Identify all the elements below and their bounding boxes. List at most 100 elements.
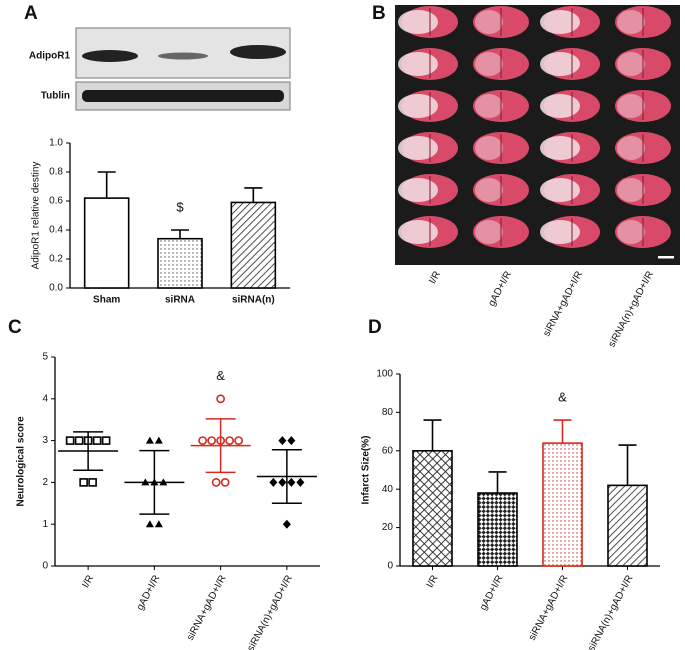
slice-pale: [617, 178, 645, 202]
slice-pale: [398, 94, 438, 118]
slice-pale: [617, 220, 645, 244]
y-tick-label: 5: [42, 352, 48, 363]
point: [88, 478, 97, 487]
point: [65, 436, 75, 445]
slice-pale: [540, 10, 580, 34]
point: [278, 436, 287, 446]
slice-pale: [617, 136, 645, 160]
blot-band: [158, 52, 208, 60]
x-tick-label: siRNA(n)+gAD+I/R: [245, 573, 294, 650]
y-tick-label: 20: [382, 522, 394, 533]
point: [145, 436, 154, 444]
point: [287, 436, 296, 446]
bar: [83, 197, 130, 289]
y-tick-label: 0.0: [49, 283, 63, 294]
y-tick-label: 80: [382, 407, 394, 418]
y-tick-label: 2: [42, 477, 48, 488]
annotation: &: [558, 390, 567, 405]
point: [225, 436, 235, 445]
blot-band: [82, 50, 138, 62]
slice-label: siRNA+gAD+I/R: [541, 269, 585, 338]
slice-pale: [540, 52, 580, 76]
x-tick-label: siRNA+gAD+I/R: [527, 573, 571, 642]
slice-label: gAD+I/R: [486, 269, 514, 308]
point: [198, 436, 208, 445]
scale-bar: [658, 256, 674, 259]
x-tick-label: gAD+I/R: [135, 573, 163, 612]
slice-pale: [398, 220, 438, 244]
slice-pale: [617, 94, 645, 118]
point: [101, 436, 111, 445]
y-tick-label: 0: [42, 561, 48, 572]
point: [234, 436, 244, 445]
point: [269, 477, 278, 487]
point: [79, 478, 88, 487]
slice-pale: [475, 220, 503, 244]
blot-band: [230, 45, 286, 59]
blot-label: Tublin: [41, 91, 70, 102]
slice-pale: [540, 178, 580, 202]
y-tick-label: 60: [382, 445, 394, 456]
blot: AdipoR1 Tublin: [29, 27, 291, 111]
x-tick-label: siRNA: [165, 295, 195, 306]
blot-label: AdipoR1: [29, 51, 71, 62]
y-tick-label: 1.0: [49, 138, 63, 149]
point: [145, 520, 154, 528]
x-tick-label: siRNA(n): [232, 295, 275, 306]
point: [287, 477, 296, 487]
point: [296, 477, 305, 487]
x-tick-label: gAD+I/R: [478, 573, 506, 612]
slice-pale: [398, 52, 438, 76]
y-tick-label: 0.4: [49, 225, 63, 236]
bar: [477, 492, 518, 567]
y-tick-label: 0.8: [49, 167, 63, 178]
point: [220, 477, 230, 487]
point: [211, 477, 221, 487]
bar: [230, 201, 277, 289]
slice-pale: [475, 52, 503, 76]
blot-band: [82, 90, 284, 102]
point: [216, 394, 226, 404]
slice-pale: [617, 10, 645, 34]
x-tick-label: siRNA(n)+gAD+I/R: [586, 573, 635, 650]
slice-pale: [540, 94, 580, 118]
y-axis-label: Infarct Size(%): [361, 436, 372, 505]
panel-letter: A: [24, 3, 38, 24]
y-tick-label: 0.6: [49, 196, 63, 207]
annotation: &: [216, 368, 225, 383]
point: [154, 436, 163, 444]
point: [154, 520, 163, 528]
y-tick-label: 0.2: [49, 254, 63, 265]
y-tick-label: 4: [42, 393, 48, 404]
x-tick-label: I/R: [425, 573, 441, 589]
point: [278, 477, 287, 487]
slice-image: [395, 5, 680, 265]
point: [207, 436, 217, 445]
slice-pale: [540, 136, 580, 160]
y-tick-label: 40: [382, 484, 394, 495]
slice-pale: [475, 136, 503, 160]
point: [74, 436, 84, 445]
x-tick-label: siRNA+gAD+I/R: [185, 573, 229, 642]
slice-pale: [540, 220, 580, 244]
y-tick-label: 100: [376, 369, 393, 380]
panel-letter: B: [372, 3, 386, 24]
y-tick-label: 3: [42, 435, 48, 446]
x-tick-label: I/R: [80, 573, 96, 589]
y-axis-label: Neurological score: [16, 416, 27, 506]
slice-pale: [475, 94, 503, 118]
y-tick-label: 1: [42, 519, 48, 530]
slice-pale: [398, 136, 438, 160]
slice-label: siRNA(n)+gAD+I/R: [607, 269, 656, 349]
bar: [412, 449, 453, 567]
bar: [157, 237, 203, 289]
bar: [542, 442, 583, 567]
slice-pale: [475, 178, 503, 202]
x-tick-label: Sham: [93, 295, 120, 306]
y-axis-label: AdipoR1 relative destiny: [31, 162, 42, 270]
slice-pale: [475, 10, 503, 34]
slice-pale: [617, 52, 645, 76]
point: [282, 519, 291, 529]
bar: [607, 484, 648, 567]
